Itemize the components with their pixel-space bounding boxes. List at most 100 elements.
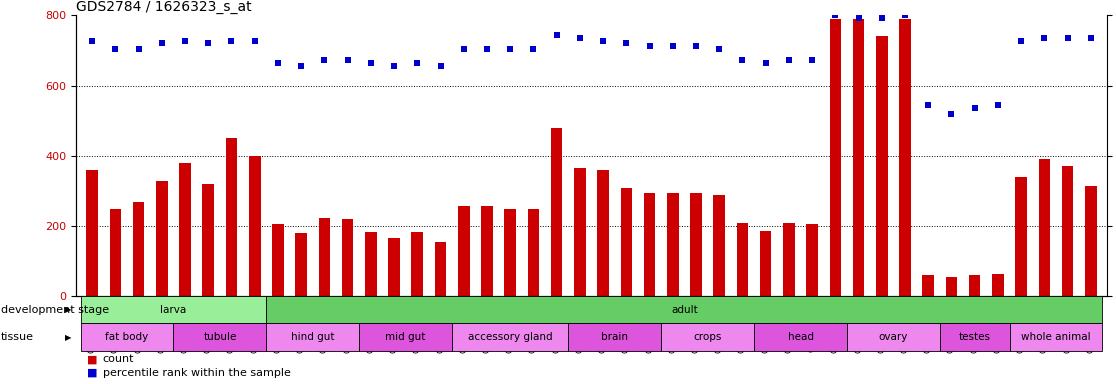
Text: testes: testes — [959, 332, 991, 343]
Bar — [574, 168, 586, 296]
Point — [571, 35, 589, 41]
Bar — [1061, 166, 1074, 296]
Bar — [341, 219, 354, 296]
Point — [617, 40, 635, 46]
Text: GDS2784 / 1626323_s_at: GDS2784 / 1626323_s_at — [76, 0, 251, 14]
Bar — [435, 242, 446, 296]
Text: larva: larva — [161, 305, 186, 315]
Point — [385, 63, 403, 69]
Text: percentile rank within the sample: percentile rank within the sample — [103, 368, 290, 378]
Text: mid gut: mid gut — [385, 332, 426, 343]
Text: development stage: development stage — [1, 305, 109, 315]
Bar — [1039, 159, 1050, 296]
Bar — [452, 323, 568, 351]
Text: whole animal: whole animal — [1021, 332, 1090, 343]
Point — [594, 38, 612, 44]
Bar — [225, 138, 238, 296]
Point — [873, 15, 891, 21]
Bar — [359, 323, 452, 351]
Point — [106, 46, 124, 52]
Text: hind gut: hind gut — [291, 332, 335, 343]
Bar — [945, 277, 958, 296]
Bar — [133, 202, 144, 296]
Bar — [876, 36, 887, 296]
Bar — [109, 209, 122, 296]
Text: tissue: tissue — [1, 332, 35, 343]
Point — [896, 12, 914, 18]
Bar — [940, 323, 1010, 351]
Point — [804, 57, 821, 63]
Point — [664, 43, 682, 50]
Bar — [458, 206, 470, 296]
Point — [548, 32, 566, 38]
Point — [84, 38, 102, 44]
Text: crops: crops — [693, 332, 722, 343]
Point — [1012, 38, 1030, 44]
Point — [757, 60, 775, 66]
Bar — [528, 209, 539, 296]
Point — [292, 63, 310, 69]
Bar — [365, 232, 376, 296]
Point — [687, 43, 705, 50]
Point — [989, 102, 1007, 108]
Bar — [180, 163, 191, 296]
Bar — [80, 296, 267, 323]
Bar — [667, 193, 679, 296]
Point — [1081, 35, 1099, 41]
Bar — [568, 323, 661, 351]
Bar — [296, 233, 307, 296]
Point — [920, 102, 937, 108]
Bar — [504, 209, 516, 296]
Bar — [318, 218, 330, 296]
Text: ▶: ▶ — [65, 305, 71, 314]
Bar — [754, 323, 847, 351]
Point — [849, 15, 867, 21]
Text: adult: adult — [671, 305, 698, 315]
Bar — [737, 223, 748, 296]
Bar — [806, 224, 818, 296]
Bar — [1085, 186, 1097, 296]
Point — [246, 38, 263, 44]
Bar — [597, 170, 609, 296]
Bar — [86, 170, 98, 296]
Point — [478, 46, 496, 52]
Bar — [690, 193, 702, 296]
Bar — [992, 274, 1003, 296]
Point — [362, 60, 379, 66]
Bar — [1010, 323, 1103, 351]
Bar — [853, 19, 865, 296]
Bar — [847, 323, 940, 351]
Text: fat body: fat body — [105, 332, 148, 343]
Bar — [829, 19, 841, 296]
Bar — [202, 184, 214, 296]
Bar — [267, 296, 1103, 323]
Bar — [156, 181, 167, 296]
Point — [733, 57, 751, 63]
Point — [408, 60, 426, 66]
Point — [129, 46, 147, 52]
Bar — [899, 19, 911, 296]
Text: tubule: tubule — [203, 332, 237, 343]
Bar — [80, 323, 173, 351]
Bar — [267, 323, 359, 351]
Point — [176, 38, 194, 44]
Bar — [249, 156, 260, 296]
Bar — [644, 193, 655, 296]
Point — [525, 46, 542, 52]
Bar — [272, 224, 283, 296]
Text: ▶: ▶ — [65, 333, 71, 342]
Bar — [713, 195, 725, 296]
Text: ■: ■ — [87, 354, 97, 364]
Bar — [481, 206, 493, 296]
Text: ovary: ovary — [878, 332, 908, 343]
Point — [316, 57, 334, 63]
Point — [827, 12, 845, 18]
Text: ■: ■ — [87, 368, 97, 378]
Point — [153, 40, 171, 46]
Point — [943, 111, 961, 117]
Bar — [551, 128, 562, 296]
Bar — [388, 238, 400, 296]
Point — [501, 46, 519, 52]
Bar — [661, 323, 754, 351]
Bar — [923, 275, 934, 296]
